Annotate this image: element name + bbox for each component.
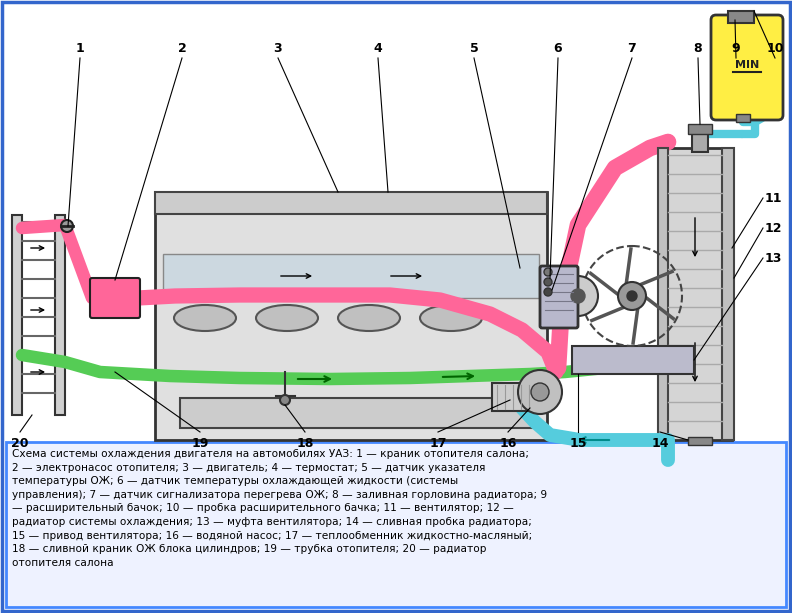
Text: 17: 17 bbox=[429, 437, 447, 450]
Text: 12: 12 bbox=[765, 221, 782, 235]
Circle shape bbox=[280, 395, 290, 405]
Text: 8: 8 bbox=[694, 42, 703, 55]
Circle shape bbox=[618, 282, 646, 310]
Text: 6: 6 bbox=[554, 42, 562, 55]
Text: 16: 16 bbox=[499, 437, 516, 450]
Circle shape bbox=[544, 268, 552, 276]
Text: 5: 5 bbox=[470, 42, 478, 55]
Bar bbox=[155, 192, 547, 214]
FancyBboxPatch shape bbox=[6, 442, 786, 607]
Text: 9: 9 bbox=[732, 42, 741, 55]
Text: 4: 4 bbox=[374, 42, 383, 55]
Bar bbox=[12, 215, 22, 415]
Text: 10: 10 bbox=[766, 42, 784, 55]
Circle shape bbox=[544, 288, 552, 296]
Circle shape bbox=[518, 370, 562, 414]
Text: 2: 2 bbox=[177, 42, 186, 55]
Bar bbox=[692, 132, 708, 152]
Bar bbox=[728, 11, 754, 23]
Bar bbox=[163, 254, 539, 298]
Circle shape bbox=[571, 289, 585, 303]
Text: 18: 18 bbox=[296, 437, 314, 450]
Text: 20: 20 bbox=[11, 437, 29, 450]
Bar bbox=[736, 114, 750, 122]
Bar bbox=[658, 148, 668, 440]
Text: 1: 1 bbox=[75, 42, 85, 55]
Bar bbox=[155, 192, 547, 440]
Text: 13: 13 bbox=[765, 251, 782, 264]
Text: 14: 14 bbox=[651, 437, 668, 450]
FancyBboxPatch shape bbox=[540, 266, 578, 328]
Ellipse shape bbox=[256, 305, 318, 331]
Bar bbox=[722, 148, 734, 440]
Text: 11: 11 bbox=[765, 191, 782, 205]
Bar bbox=[688, 437, 712, 445]
FancyBboxPatch shape bbox=[90, 278, 140, 318]
Bar bbox=[180, 398, 532, 428]
FancyBboxPatch shape bbox=[711, 15, 783, 120]
Bar bbox=[662, 148, 732, 440]
Circle shape bbox=[531, 383, 549, 401]
Bar bbox=[55, 215, 65, 415]
Ellipse shape bbox=[338, 305, 400, 331]
Ellipse shape bbox=[420, 305, 482, 331]
Circle shape bbox=[627, 291, 637, 301]
Circle shape bbox=[558, 276, 598, 316]
Bar bbox=[492, 383, 536, 411]
Circle shape bbox=[61, 220, 73, 232]
Text: MIN: MIN bbox=[735, 60, 759, 70]
Ellipse shape bbox=[174, 305, 236, 331]
Text: 19: 19 bbox=[192, 437, 208, 450]
Bar bbox=[572, 346, 694, 374]
Text: 7: 7 bbox=[627, 42, 637, 55]
Bar bbox=[688, 124, 712, 134]
Text: 3: 3 bbox=[274, 42, 282, 55]
Text: Схема системы охлаждения двигателя на автомобилях УАЗ: 1 — краник отопителя сало: Схема системы охлаждения двигателя на ав… bbox=[12, 449, 547, 568]
Text: 15: 15 bbox=[569, 437, 587, 450]
Circle shape bbox=[544, 278, 552, 286]
